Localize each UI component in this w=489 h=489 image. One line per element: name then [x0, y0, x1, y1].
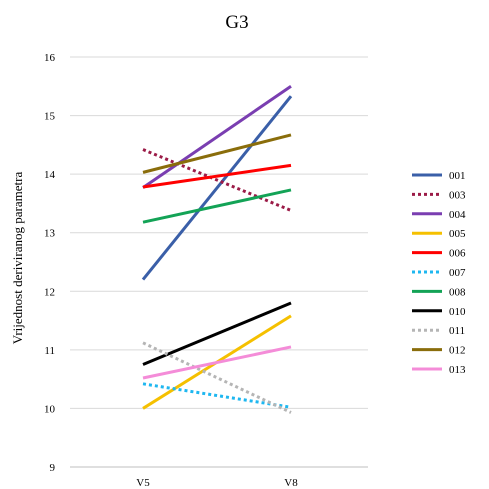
series-line-008: [142, 188, 292, 224]
legend-label: 007: [449, 267, 466, 279]
series-line-010: [142, 301, 292, 366]
series-line-001: [141, 95, 293, 281]
series-line-004: [142, 85, 292, 189]
legend-label: 005: [449, 228, 466, 240]
x-tick-label: V8: [284, 477, 298, 489]
legend-label: 012: [449, 345, 466, 357]
legend-label: 006: [449, 248, 466, 260]
series-line-006: [142, 163, 292, 189]
series-line-011: [142, 341, 292, 414]
legend-label: 010: [449, 306, 466, 318]
series-line-012: [142, 133, 292, 174]
y-tick-labels: 9 10 11 12 13 14 15 16: [44, 52, 56, 474]
legend-label: 001: [449, 170, 466, 182]
y-tick-label: 16: [44, 52, 56, 64]
legend-label: 011: [449, 325, 465, 337]
series-line-007: [142, 382, 292, 409]
y-tick-label: 10: [44, 403, 56, 415]
series-line-003: [142, 148, 292, 212]
y-tick-label: 12: [44, 286, 55, 298]
legend-label: 003: [449, 189, 466, 201]
y-axis-label: Vrijednost deriviranog parametra: [10, 172, 25, 345]
chart-title: G3: [225, 12, 248, 33]
series-lines: [141, 85, 293, 414]
legend-label: 008: [449, 286, 466, 298]
x-tick-labels: V5 V8: [136, 477, 298, 489]
series-line-013: [142, 345, 292, 380]
x-tick-label: V5: [136, 477, 150, 489]
y-tick-label: 15: [44, 111, 56, 123]
legend-label: 013: [449, 364, 466, 376]
gridlines: [70, 56, 368, 468]
legend-label: 004: [449, 209, 466, 221]
legend: 001 003 004 005 006 007 008 010 011 012 013: [412, 170, 466, 376]
y-tick-label: 9: [50, 462, 56, 474]
y-tick-label: 14: [44, 169, 56, 181]
y-tick-label: 13: [44, 228, 56, 240]
y-tick-label: 11: [44, 345, 55, 357]
